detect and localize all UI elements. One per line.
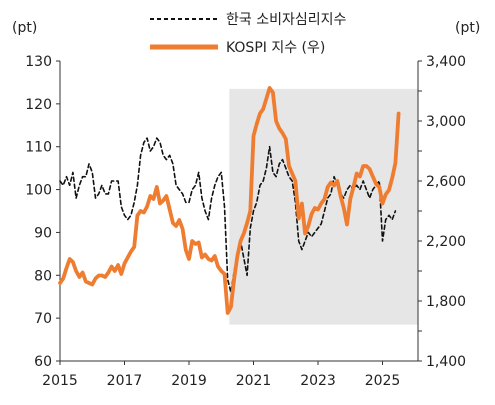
series-line-kospi [58, 86, 401, 315]
x-tick-label: 2017 [107, 373, 143, 389]
right-axis-unit: (pt) [455, 20, 480, 36]
shaded-region [229, 88, 418, 325]
x-tick-label: 2021 [236, 373, 272, 389]
left-tick-label: 70 [34, 311, 52, 327]
right-tick-label: 3,000 [426, 114, 466, 130]
left-tick-label: 110 [25, 140, 52, 156]
left-axis-unit: (pt) [12, 20, 37, 36]
left-tick-label: 90 [34, 225, 52, 241]
x-tick-label: 2019 [171, 373, 207, 389]
left-tick-label: 100 [25, 183, 52, 199]
x-tick-label: 2015 [42, 373, 78, 389]
left-tick-label: 120 [25, 97, 52, 113]
tick-labels: 60 70 80 90 100 110 120 130 1,400 1,800 2,200 2,600… [25, 54, 466, 389]
series-layer [58, 86, 401, 315]
left-tick-label: 80 [34, 268, 52, 284]
legend-label-kospi: KOSPI 지수 (우) [226, 40, 325, 56]
right-tick-label: 2,600 [426, 174, 466, 190]
right-tick-label: 3,400 [426, 54, 466, 70]
left-tick-label: 130 [25, 54, 52, 70]
axes [56, 60, 422, 365]
left-tick-label: 60 [34, 354, 52, 370]
x-tick-label: 2025 [365, 373, 401, 389]
legend-label-consumer-sentiment: 한국 소비자심리지수 [226, 12, 346, 28]
right-tick-label: 1,800 [426, 294, 466, 310]
legend: 한국 소비자심리지수 KOSPI 지수 (우) [150, 12, 346, 56]
x-tick-label: 2023 [300, 373, 336, 389]
right-tick-label: 2,200 [426, 234, 466, 250]
right-tick-label: 1,400 [426, 354, 466, 370]
